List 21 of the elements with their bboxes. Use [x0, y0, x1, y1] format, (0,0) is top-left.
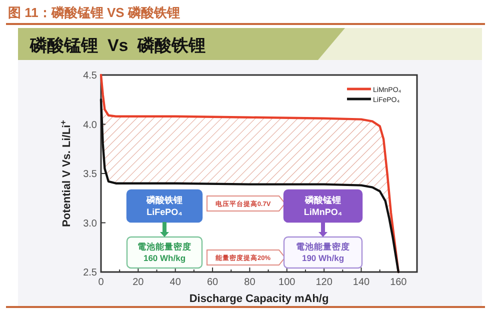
annotation: 磷酸铁锂 LiFePO₄: [146, 195, 182, 218]
x-tick-label: 80: [244, 277, 256, 288]
x-tick-label: 160: [390, 277, 408, 288]
y-tick-label: 4.0: [83, 120, 98, 131]
chart-subtitle: 磷酸锰锂 Vs 磷酸铁锂: [29, 36, 206, 55]
annotation: 電池能量密度 160 Wh/kg: [138, 242, 192, 264]
x-tick-label: 100: [278, 277, 296, 288]
x-tick-label: 120: [316, 277, 333, 288]
y-tick-label: 3.5: [83, 169, 98, 180]
y-tick-label: 4.5: [83, 70, 98, 82]
y-tick-label: 2.5: [83, 268, 98, 278]
annotation: 電池能量密度 190 Wh/kg: [296, 242, 350, 264]
x-tick-label: 20: [132, 277, 144, 288]
chart-title: 图 11：磷酸锰锂 VS 磷酸铁锂: [8, 5, 180, 20]
x-tick-label: 40: [170, 277, 182, 288]
annotation: 磷酸锰锂 LiMnPO₄: [304, 195, 342, 218]
x-tick-label: 0: [98, 277, 104, 288]
x-tick-label: 140: [352, 277, 370, 288]
x-axis-title: Discharge Capacity mAh/g: [189, 293, 329, 305]
y-tick-label: 3.0: [83, 218, 98, 230]
x-tick-label: 60: [206, 277, 219, 288]
